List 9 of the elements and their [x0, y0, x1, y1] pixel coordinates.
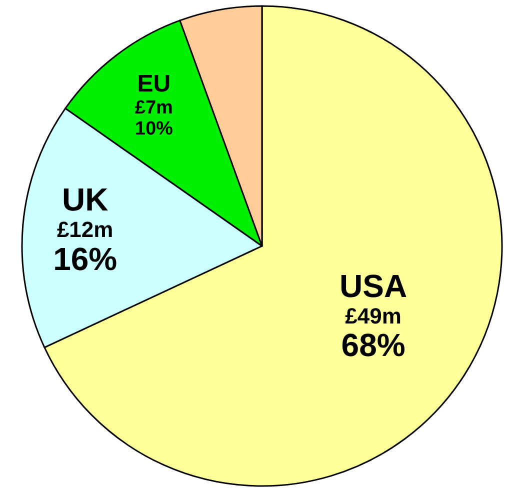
- text: 10%: [134, 118, 173, 140]
- data-label: £49m: [345, 304, 402, 329]
- slice-label: EU: [137, 70, 171, 98]
- slice-label: USA: [340, 268, 408, 304]
- text: 16%: [53, 240, 118, 277]
- slice-label: UK: [62, 181, 108, 218]
- text: 68%: [341, 327, 406, 364]
- data-label: £12m: [56, 217, 114, 242]
- data-label: £7m: [134, 98, 173, 119]
